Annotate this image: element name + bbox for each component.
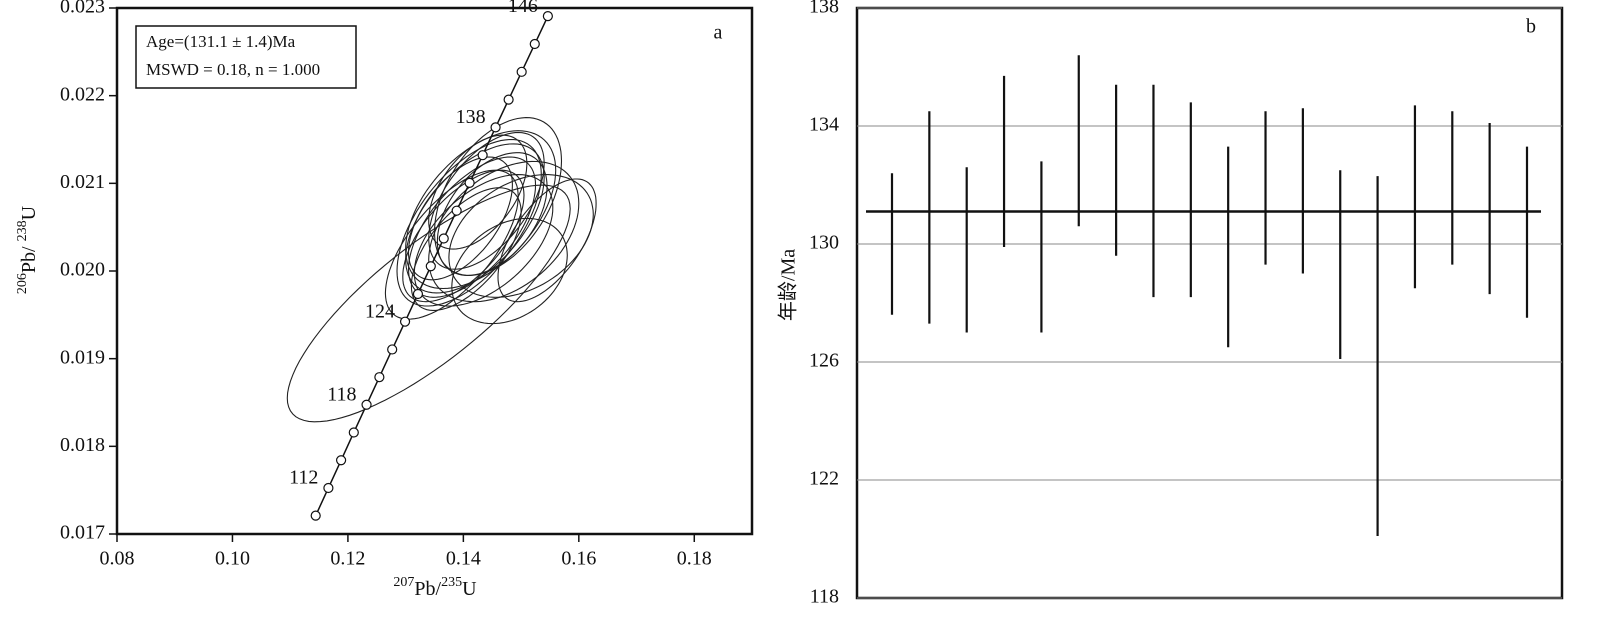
concordia-point <box>477 150 488 161</box>
age-label: 118 <box>327 383 356 405</box>
concordia-point <box>335 455 347 466</box>
concordia-point <box>438 233 449 244</box>
age-label: 138 <box>456 106 486 128</box>
concordia-point <box>425 261 436 272</box>
error-ellipse <box>402 169 525 303</box>
concordia-point <box>387 344 398 355</box>
concordia-point <box>542 11 553 22</box>
y-tick-label: 0.017 <box>60 522 105 544</box>
plot-frame-b <box>855 6 1564 600</box>
error-ellipse <box>436 152 548 276</box>
error-ellipse <box>407 156 513 281</box>
error-ellipse <box>451 217 568 325</box>
concordia-point <box>503 94 514 105</box>
y-tick-label: 118 <box>810 586 839 608</box>
concordia-point <box>399 316 411 327</box>
error-ellipse <box>384 169 519 320</box>
annotation-box <box>135 25 357 89</box>
x-tick-label: 0.14 <box>446 548 481 570</box>
y-axis-label: 年龄/Ma <box>777 249 800 321</box>
concordia-point <box>348 427 359 438</box>
error-ellipse <box>448 174 594 298</box>
error-ellipse <box>428 134 528 250</box>
concordia-point <box>451 205 462 216</box>
x-tick-label: 0.10 <box>215 548 250 570</box>
concordia-point <box>412 288 424 300</box>
x-axis-label: 207Pb/235U <box>393 575 477 600</box>
concordia-point <box>529 38 540 50</box>
y-tick-label: 0.019 <box>60 346 105 368</box>
y-tick-label: 0.020 <box>60 259 105 281</box>
error-ellipse <box>497 178 597 303</box>
y-axis-label: 206Pb/ 238U <box>15 205 40 294</box>
error-ellipse <box>407 156 537 298</box>
error-ellipse <box>433 117 563 276</box>
y-tick-label: 0.023 <box>60 0 105 18</box>
y-tick-label: 138 <box>809 0 839 18</box>
error-ellipse <box>413 174 554 307</box>
x-tick-label: 0.18 <box>677 548 712 570</box>
x-tick-label: 0.08 <box>100 548 135 570</box>
panel-label: b <box>1526 16 1536 38</box>
y-tick-label: 0.018 <box>60 434 105 456</box>
age-label: 146 <box>508 0 538 17</box>
y-tick-label: 134 <box>809 114 839 136</box>
age-label: 112 <box>289 467 318 489</box>
panel-label: a <box>714 22 723 44</box>
concordia-point <box>361 399 372 410</box>
age-label: 124 <box>365 300 395 322</box>
concordia-point <box>323 482 334 494</box>
x-tick-label: 0.16 <box>561 548 596 570</box>
error-ellipse <box>428 160 580 303</box>
x-tick-label: 0.12 <box>330 548 365 570</box>
error-ellipse <box>410 187 522 311</box>
y-tick-label: 0.021 <box>60 171 105 193</box>
concordia-point <box>490 122 501 133</box>
y-tick-label: 122 <box>809 468 839 490</box>
y-tick-label: 0.022 <box>60 83 105 105</box>
y-tick-label: 130 <box>809 232 839 254</box>
mswd-annotation: MSWD = 0.18, n = 1.000 <box>146 60 320 79</box>
concordia-point <box>464 177 475 188</box>
y-tick-label: 126 <box>809 350 839 372</box>
age-annotation: Age=(131.1 ± 1.4)Ma <box>146 32 296 51</box>
error-ellipse <box>286 184 571 423</box>
concordia-point <box>516 66 527 77</box>
concordia-point <box>374 372 385 383</box>
concordia-point <box>310 510 321 521</box>
